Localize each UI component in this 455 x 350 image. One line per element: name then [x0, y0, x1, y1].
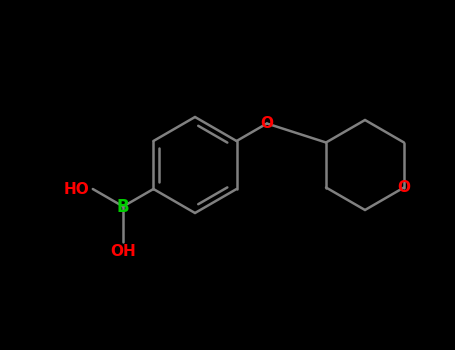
Text: B: B: [117, 197, 129, 216]
Text: O: O: [260, 116, 273, 131]
Text: O: O: [398, 180, 410, 195]
Text: OH: OH: [110, 245, 136, 259]
Text: HO: HO: [64, 182, 90, 196]
